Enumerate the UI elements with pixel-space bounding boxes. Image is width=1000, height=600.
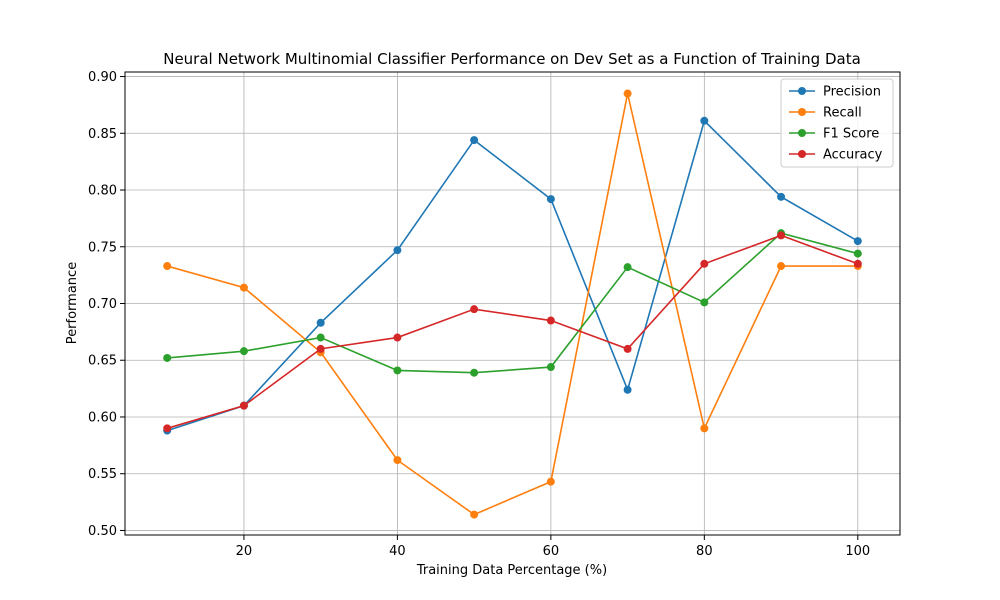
legend-label: Precision [823, 85, 881, 100]
data-point-f1-score [239, 347, 248, 356]
data-point-f1-score [546, 363, 555, 372]
data-point-accuracy [777, 231, 786, 240]
y-tick-label: 0.85 [88, 127, 117, 142]
data-point-f1-score [700, 298, 709, 307]
data-point-recall [163, 262, 172, 271]
data-point-accuracy [546, 316, 555, 325]
series-accuracy [163, 231, 862, 433]
y-tick-label: 0.55 [88, 467, 117, 482]
series-line-accuracy [166, 234, 859, 430]
y-tick-label: 0.80 [88, 184, 117, 199]
y-axis-label: Performance [65, 262, 80, 344]
data-point-f1-score [623, 263, 632, 272]
data-point-f1-score [853, 249, 862, 258]
x-axis-label: Training Data Percentage (%) [416, 563, 607, 578]
chart-title: Neural Network Multinomial Classifier Pe… [163, 50, 861, 68]
data-point-accuracy [239, 401, 248, 410]
series-layer [163, 89, 862, 519]
legend-box [780, 78, 894, 168]
data-point-accuracy [853, 259, 862, 268]
data-point-f1-score [163, 353, 172, 362]
data-point-recall [239, 283, 248, 292]
y-tick-label: 0.65 [88, 354, 117, 369]
axes: 20 40 60 80 100 0.50 0.55 0.60 0.65 0.70 0.75 0.80 0… [88, 70, 870, 559]
y-tick-label: 0.70 [88, 297, 117, 312]
data-point-accuracy [316, 344, 325, 353]
legend-marker [798, 108, 806, 116]
data-point-accuracy [163, 424, 172, 433]
data-point-precision [777, 192, 786, 201]
data-point-recall [470, 510, 479, 519]
grid-lines [125, 72, 900, 535]
legend-marker [798, 150, 806, 158]
data-point-accuracy [470, 305, 479, 314]
data-point-precision [853, 237, 862, 246]
data-point-precision [546, 195, 555, 204]
y-tick-label: 0.50 [88, 524, 117, 539]
data-point-precision [316, 318, 325, 327]
data-point-recall [700, 424, 709, 433]
plot-frame [124, 71, 901, 536]
legend: Precision Recall F1 Score Accuracy [780, 78, 894, 168]
data-point-f1-score [316, 333, 325, 342]
legend-label: Recall [823, 106, 862, 121]
data-point-recall [546, 477, 555, 486]
x-tick-label: 20 [236, 544, 253, 559]
series-line-recall [166, 93, 858, 516]
y-tick-label: 0.75 [88, 240, 117, 255]
series-line-f1-score [167, 232, 859, 374]
x-tick-label: 40 [389, 544, 406, 559]
data-point-precision [470, 136, 479, 145]
x-tick-label: 100 [845, 544, 870, 559]
legend-label: F1 Score [823, 127, 879, 142]
data-point-precision [700, 116, 709, 125]
legend-marker [798, 87, 806, 95]
series-line-precision [166, 119, 859, 432]
data-point-precision [623, 385, 632, 394]
data-point-f1-score [393, 366, 402, 375]
data-point-recall [393, 456, 402, 465]
data-point-recall [623, 89, 632, 98]
series-f1-score [163, 229, 862, 377]
data-point-accuracy [700, 259, 709, 268]
x-tick-label: 80 [696, 544, 713, 559]
y-tick-label: 0.90 [88, 70, 117, 85]
y-tick-label: 0.60 [88, 410, 117, 425]
data-point-accuracy [393, 333, 402, 342]
legend-label: Accuracy [823, 148, 883, 163]
x-tick-label: 60 [543, 544, 560, 559]
data-point-accuracy [623, 344, 632, 353]
legend-marker [798, 129, 806, 137]
data-point-f1-score [470, 368, 479, 377]
data-point-precision [393, 246, 402, 255]
data-point-recall [777, 262, 786, 271]
